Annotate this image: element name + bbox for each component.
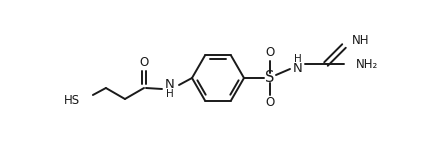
- Text: H: H: [294, 54, 302, 64]
- Text: NH₂: NH₂: [356, 57, 378, 71]
- Text: H: H: [166, 89, 174, 99]
- Text: N: N: [165, 78, 175, 91]
- Text: O: O: [265, 47, 275, 59]
- Text: N: N: [293, 61, 303, 74]
- Text: HS: HS: [64, 94, 80, 108]
- Text: O: O: [139, 56, 149, 70]
- Text: NH: NH: [352, 34, 370, 47]
- Text: O: O: [265, 96, 275, 109]
- Text: S: S: [265, 71, 275, 86]
